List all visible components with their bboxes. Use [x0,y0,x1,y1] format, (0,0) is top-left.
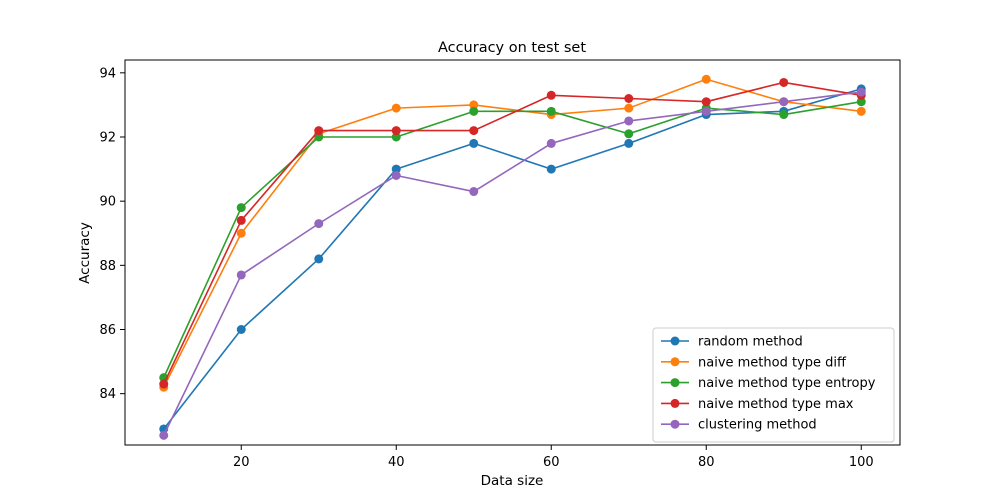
data-point [391,164,401,174]
y-tick-label: 86 [99,323,116,338]
series-line [163,88,862,430]
legend-label: naive method type entropy [698,376,876,391]
data-point [856,106,866,116]
data-point [546,90,556,100]
data-point [314,132,324,142]
series-4 [159,87,866,440]
legend-label: random method [698,335,803,350]
y-tick-label: 88 [99,259,116,274]
data-point [546,138,556,148]
data-point [469,106,479,116]
x-tick-label: 100 [849,455,874,470]
series-line [163,91,862,436]
legend-label: naive method type max [698,397,854,412]
y-tick-label: 90 [99,195,116,210]
legend-marker [670,357,680,367]
y-tick-label: 94 [99,66,116,81]
data-point [236,270,246,280]
y-tick-label: 84 [99,387,116,402]
data-point [701,74,711,84]
data-point [469,126,479,136]
data-point [469,100,479,110]
legend-marker [670,419,680,429]
series-line [163,81,862,385]
y-axis-label: Accuracy [77,222,93,284]
data-point [236,228,246,238]
data-point [236,325,246,334]
data-point [856,97,866,107]
x-axis-label: Data size [481,473,544,489]
data-point [236,215,246,225]
legend-marker [670,398,680,408]
data-point [624,94,634,103]
series-line [163,100,862,378]
data-point [779,110,789,120]
chart-title: Accuracy on test set [438,40,586,56]
x-tick-label: 20 [233,455,250,470]
data-point [624,116,634,126]
x-tick-label: 40 [388,455,405,470]
legend-box [652,327,895,443]
legend-marker [670,378,680,388]
legend-item: random method [661,335,803,350]
data-point [314,219,324,229]
legend: random method naive method type diff naive… [652,327,895,443]
series-2 [159,97,866,383]
data-point [624,129,634,139]
data-point [391,126,401,136]
data-point [701,106,711,116]
data-point [159,379,169,389]
legend-item: naive method type diff [661,355,847,370]
data-point [624,138,634,148]
data-point [779,97,789,107]
series-line [163,78,862,388]
legend-item: naive method type entropy [661,376,876,391]
plot-frame [124,59,901,446]
data-point [469,187,479,197]
plot-area [124,59,901,446]
data-point [314,254,324,264]
legend-label: clustering method [698,418,817,433]
legend-item: naive method type max [661,397,854,412]
data-point [391,132,401,142]
data-point [159,430,169,440]
data-point [391,103,401,113]
data-point [779,77,789,87]
data-point [391,171,401,180]
data-point [546,106,556,116]
x-tick-label: 60 [543,455,560,470]
legend-label: naive method type diff [698,355,847,370]
x-axis: 20 40 60 80 100 [233,445,874,470]
series-layer [159,74,866,440]
legend-marker [670,336,680,346]
data-point [856,87,866,97]
data-point [469,138,479,148]
x-tick-label: 80 [698,455,715,470]
data-point [624,103,634,113]
data-point [546,164,556,174]
legend-item: clustering method [661,418,817,433]
data-point [314,126,324,136]
data-point [701,97,711,107]
y-tick-label: 92 [99,131,116,146]
y-axis: 84 86 88 90 92 94 [99,66,125,402]
data-point [236,203,246,213]
